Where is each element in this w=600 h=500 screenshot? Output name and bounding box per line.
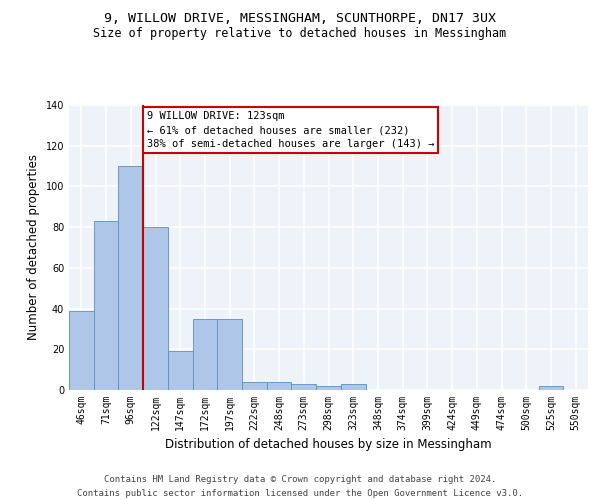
Bar <box>341 384 365 390</box>
Text: 9, WILLOW DRIVE, MESSINGHAM, SCUNTHORPE, DN17 3UX: 9, WILLOW DRIVE, MESSINGHAM, SCUNTHORPE,… <box>104 12 496 26</box>
Bar <box>69 310 94 390</box>
Bar <box>94 221 118 390</box>
Bar <box>217 319 242 390</box>
Text: Contains HM Land Registry data © Crown copyright and database right 2024.
Contai: Contains HM Land Registry data © Crown c… <box>77 476 523 498</box>
Text: 9 WILLOW DRIVE: 123sqm
← 61% of detached houses are smaller (232)
38% of semi-de: 9 WILLOW DRIVE: 123sqm ← 61% of detached… <box>147 111 434 149</box>
Bar <box>292 384 316 390</box>
Bar <box>168 352 193 390</box>
Bar <box>118 166 143 390</box>
Bar <box>539 386 563 390</box>
Bar <box>193 319 217 390</box>
X-axis label: Distribution of detached houses by size in Messingham: Distribution of detached houses by size … <box>165 438 492 452</box>
Text: Size of property relative to detached houses in Messingham: Size of property relative to detached ho… <box>94 28 506 40</box>
Bar <box>242 382 267 390</box>
Bar <box>143 227 168 390</box>
Bar <box>316 386 341 390</box>
Bar <box>267 382 292 390</box>
Y-axis label: Number of detached properties: Number of detached properties <box>27 154 40 340</box>
